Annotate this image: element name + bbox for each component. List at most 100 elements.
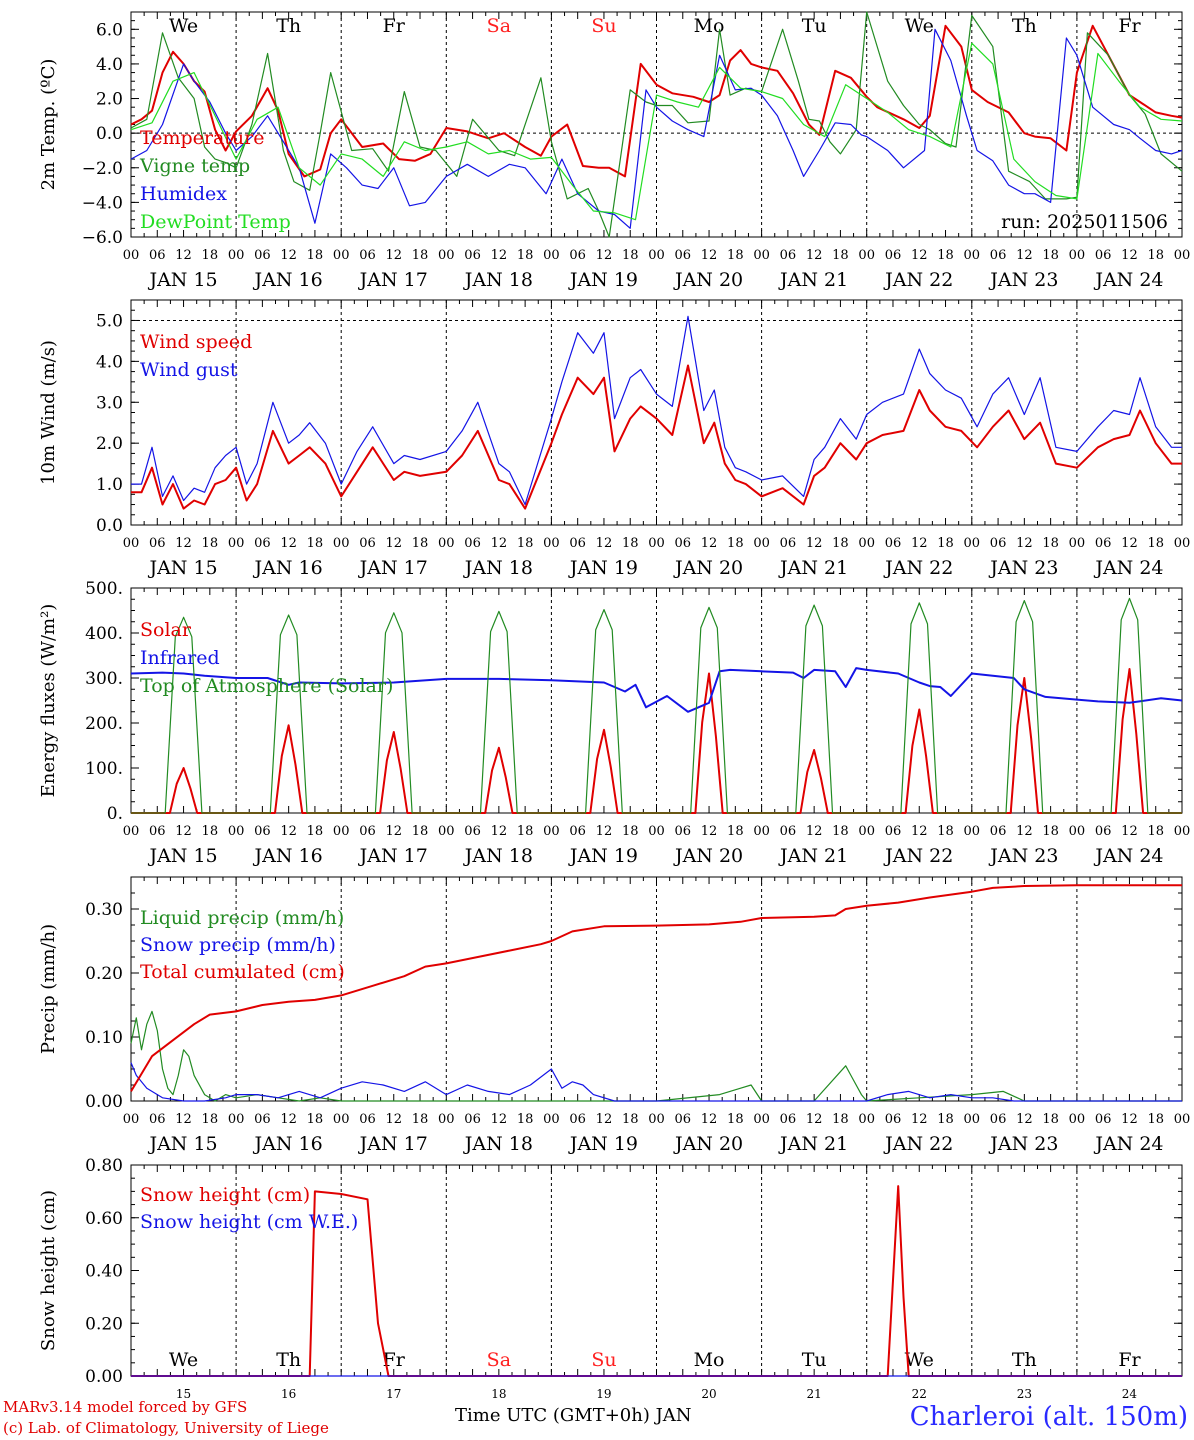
date-label: JAN 23 <box>988 845 1058 867</box>
hour-tick-label: 18 <box>1147 248 1164 263</box>
date-label: JAN 16 <box>253 845 323 867</box>
station-name: Charleroi (alt. 150m) <box>909 1402 1188 1432</box>
date-label: JAN 23 <box>988 269 1058 291</box>
hour-tick-label: 00 <box>438 824 455 839</box>
hour-tick-label: 12 <box>385 536 402 551</box>
hour-tick-label: 12 <box>1016 248 1033 263</box>
hour-tick-label: 12 <box>806 824 823 839</box>
weekday-label: Fr <box>1118 1349 1141 1371</box>
weekday-label: Tu <box>802 15 827 37</box>
date-label: JAN 24 <box>1093 269 1163 291</box>
weekday-label: We <box>169 1349 198 1371</box>
date-label: JAN 19 <box>568 1133 638 1155</box>
date-label: JAN 15 <box>147 557 217 579</box>
hour-tick-label: 18 <box>727 248 744 263</box>
legend-entry: Humidex <box>140 183 227 205</box>
series-line-temperature <box>130 24 1183 178</box>
hour-tick-label: 00 <box>543 536 560 551</box>
hour-tick-label: 18 <box>622 248 639 263</box>
hour-tick-label: 00 <box>228 824 245 839</box>
hour-tick-label: 18 <box>937 536 954 551</box>
hour-tick-label: 00 <box>1069 536 1086 551</box>
hour-tick-label: 00 <box>1174 248 1191 263</box>
hour-tick-label: 06 <box>569 1112 586 1127</box>
legend-entry: Liquid precip (mm/h) <box>140 907 344 929</box>
hour-tick-label: 00 <box>228 248 245 263</box>
hour-tick-label: 06 <box>780 1112 797 1127</box>
legend-entry: Temperature <box>140 127 264 149</box>
hour-tick-label: 00 <box>438 248 455 263</box>
hour-tick-label: 06 <box>675 248 692 263</box>
hour-tick-label: 18 <box>412 1112 429 1127</box>
date-label: JAN 17 <box>358 1133 428 1155</box>
weekday-label: Th <box>1012 1349 1037 1371</box>
hour-tick-label: 18 <box>727 824 744 839</box>
chart-panel-1: −6.0 −4.0 −2.0 0.0 2.0 4.0 6.0 2m Temp. (ºC) 00 0… <box>38 11 1191 291</box>
hour-tick-label: 00 <box>228 1112 245 1127</box>
date-label: JAN 16 <box>253 269 323 291</box>
hour-tick-label: 18 <box>727 536 744 551</box>
hour-tick-label: 06 <box>359 248 376 263</box>
series-line-wind-speed <box>131 364 1182 510</box>
hour-tick-label: 06 <box>1095 248 1112 263</box>
date-label: JAN 18 <box>463 845 533 867</box>
hour-tick-label: 00 <box>648 824 665 839</box>
y-tick-label: −2.0 <box>82 159 123 179</box>
y-tick-label: 0.00 <box>85 1092 123 1112</box>
hour-tick-label: 18 <box>937 248 954 263</box>
series-line-humidex <box>130 28 1183 229</box>
hour-tick-label: 12 <box>1121 1112 1138 1127</box>
y-tick-label: 4.0 <box>96 352 123 372</box>
hour-tick-label: 06 <box>149 536 166 551</box>
hour-tick-label: 06 <box>464 824 481 839</box>
y-axis-label: Energy fluxes (W/m²) <box>38 604 59 798</box>
date-label: JAN 15 <box>147 845 217 867</box>
hour-tick-label: 06 <box>149 248 166 263</box>
weekday-label: Th <box>276 1349 301 1371</box>
date-label: JAN 24 <box>1093 557 1163 579</box>
y-tick-label: 0.20 <box>85 964 123 984</box>
hour-tick-label: 00 <box>123 1112 140 1127</box>
hour-tick-label: 12 <box>280 1112 297 1127</box>
hour-tick-label: 12 <box>491 248 508 263</box>
hour-tick-label: 06 <box>569 824 586 839</box>
day-number-label: 23 <box>1017 1387 1032 1401</box>
weekday-label: Sa <box>487 1349 511 1371</box>
hour-tick-label: 18 <box>517 1112 534 1127</box>
hour-tick-label: 12 <box>911 248 928 263</box>
series-line-dewpoint-temp <box>130 42 1183 221</box>
date-label: JAN 15 <box>147 269 217 291</box>
hour-tick-label: 06 <box>149 824 166 839</box>
hour-tick-label: 00 <box>333 1112 350 1127</box>
hour-tick-label: 06 <box>254 536 271 551</box>
hour-tick-label: 00 <box>123 536 140 551</box>
hour-tick-label: 18 <box>307 248 324 263</box>
hour-tick-label: 18 <box>307 536 324 551</box>
y-tick-label: 0.80 <box>85 1156 123 1176</box>
date-label: JAN 20 <box>673 557 743 579</box>
hour-tick-label: 12 <box>911 824 928 839</box>
hour-tick-label: 12 <box>911 1112 928 1127</box>
hour-tick-label: 06 <box>675 824 692 839</box>
y-tick-label: 0.0 <box>96 124 123 144</box>
series-line-top-of-atmosphere-solar <box>131 597 1182 814</box>
hour-tick-label: 00 <box>333 248 350 263</box>
date-label: JAN 19 <box>568 557 638 579</box>
hour-tick-label: 00 <box>1174 1112 1191 1127</box>
hour-tick-label: 06 <box>359 824 376 839</box>
date-label: JAN 18 <box>463 1133 533 1155</box>
hour-tick-label: 00 <box>753 536 770 551</box>
hour-tick-label: 18 <box>517 824 534 839</box>
hour-tick-label: 18 <box>832 1112 849 1127</box>
y-tick-label: 400. <box>85 624 123 644</box>
hour-tick-label: 06 <box>780 248 797 263</box>
y-tick-label: 1.0 <box>96 475 123 495</box>
hour-tick-label: 06 <box>464 248 481 263</box>
y-tick-label: 0. <box>107 804 123 824</box>
model-credit-line: MARv3.14 model forced by GFS <box>3 1398 248 1416</box>
hour-tick-label: 06 <box>675 1112 692 1127</box>
hour-tick-label: 18 <box>1147 1112 1164 1127</box>
y-tick-label: 0.00 <box>85 1367 123 1387</box>
weekday-label: Th <box>276 15 301 37</box>
y-tick-label: 200. <box>85 714 123 734</box>
